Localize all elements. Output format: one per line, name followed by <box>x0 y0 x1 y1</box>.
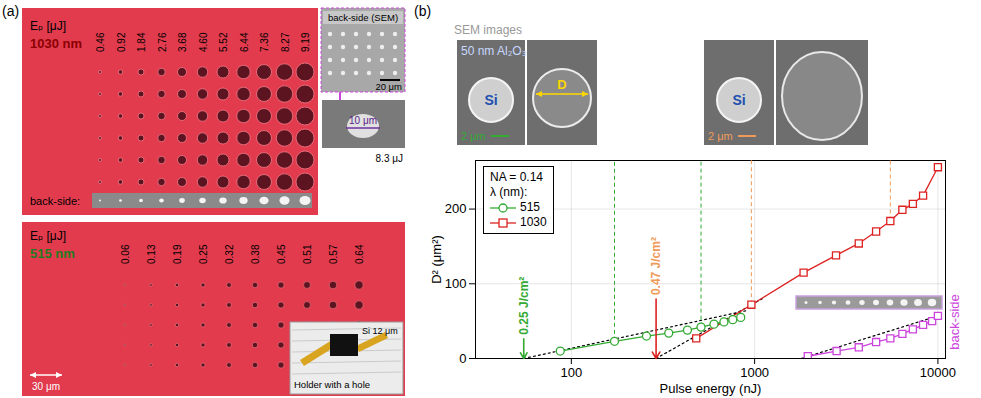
html-text:NA = 0.14: NA = 0.14 <box>490 170 543 184</box>
svg-text:200: 200 <box>445 201 467 216</box>
svg-text:5.52: 5.52 <box>218 32 229 52</box>
svg-text:50 nm Al₂O₃: 50 nm Al₂O₃ <box>461 44 527 58</box>
html-text:1030: 1030 <box>520 215 547 229</box>
svg-text:0.51: 0.51 <box>302 244 313 264</box>
svg-text:100: 100 <box>560 365 582 380</box>
svg-text:1.84: 1.84 <box>136 32 147 52</box>
svg-text:0.25: 0.25 <box>198 244 209 264</box>
svg-text:back-side: back-side <box>947 294 962 350</box>
svg-text:10 μm: 10 μm <box>349 115 377 126</box>
svg-text:4.60: 4.60 <box>198 32 209 52</box>
svg-text:0.38: 0.38 <box>250 244 261 264</box>
svg-text:0.13: 0.13 <box>146 244 157 264</box>
svg-text:Holder with a hole: Holder with a hole <box>294 379 370 390</box>
html-text:λ (nm):: λ (nm): <box>490 185 528 199</box>
svg-text:0.92: 0.92 <box>116 32 127 52</box>
svg-text:(a): (a) <box>2 3 19 19</box>
svg-text:2 μm: 2 μm <box>708 130 733 142</box>
svg-text:back-side:: back-side: <box>30 195 80 207</box>
svg-text:0: 0 <box>459 351 466 366</box>
svg-text:Si 12 μm: Si 12 μm <box>362 326 398 336</box>
svg-text:100: 100 <box>445 276 467 291</box>
svg-text:Eₚ [μJ]: Eₚ [μJ] <box>30 19 66 33</box>
html-text:515: 515 <box>520 200 540 214</box>
svg-text:Eₚ [μJ]: Eₚ [μJ] <box>30 229 66 243</box>
svg-text:3.68: 3.68 <box>177 32 188 52</box>
svg-text:30 μm: 30 μm <box>32 381 60 392</box>
svg-text:0.46: 0.46 <box>95 32 106 52</box>
svg-text:8.3 μJ: 8.3 μJ <box>376 153 403 164</box>
svg-text:1030 nm: 1030 nm <box>30 36 82 51</box>
svg-text:515 nm: 515 nm <box>30 246 75 261</box>
svg-text:9.19: 9.19 <box>300 32 311 52</box>
svg-text:D: D <box>557 77 566 92</box>
svg-text:20 μm: 20 μm <box>375 81 402 92</box>
svg-text:2.76: 2.76 <box>157 32 168 52</box>
svg-text:6.44: 6.44 <box>239 32 250 52</box>
svg-text:back-side (SEM): back-side (SEM) <box>328 12 398 23</box>
svg-text:Pulse energy (nJ): Pulse energy (nJ) <box>660 381 762 396</box>
svg-text:1000: 1000 <box>740 365 769 380</box>
svg-text:0.47 J/cm²: 0.47 J/cm² <box>649 237 663 295</box>
svg-text:SEM images: SEM images <box>454 23 522 37</box>
svg-text:(b): (b) <box>414 3 431 19</box>
svg-text:0.45: 0.45 <box>276 244 287 264</box>
svg-text:D² (μm²): D² (μm²) <box>429 235 444 284</box>
svg-text:7.36: 7.36 <box>259 32 270 52</box>
svg-text:8.27: 8.27 <box>280 32 291 52</box>
svg-text:0.57: 0.57 <box>328 244 339 264</box>
svg-text:10000: 10000 <box>920 365 956 380</box>
svg-text:0.06: 0.06 <box>120 244 131 264</box>
svg-text:0.32: 0.32 <box>224 244 235 264</box>
svg-text:Si: Si <box>732 92 745 108</box>
svg-text:0.25 J/cm²: 0.25 J/cm² <box>517 277 531 335</box>
svg-text:0.19: 0.19 <box>172 244 183 264</box>
svg-text:0.64: 0.64 <box>354 244 365 264</box>
svg-text:2 μm: 2 μm <box>461 130 486 142</box>
svg-text:Si: Si <box>484 92 497 108</box>
